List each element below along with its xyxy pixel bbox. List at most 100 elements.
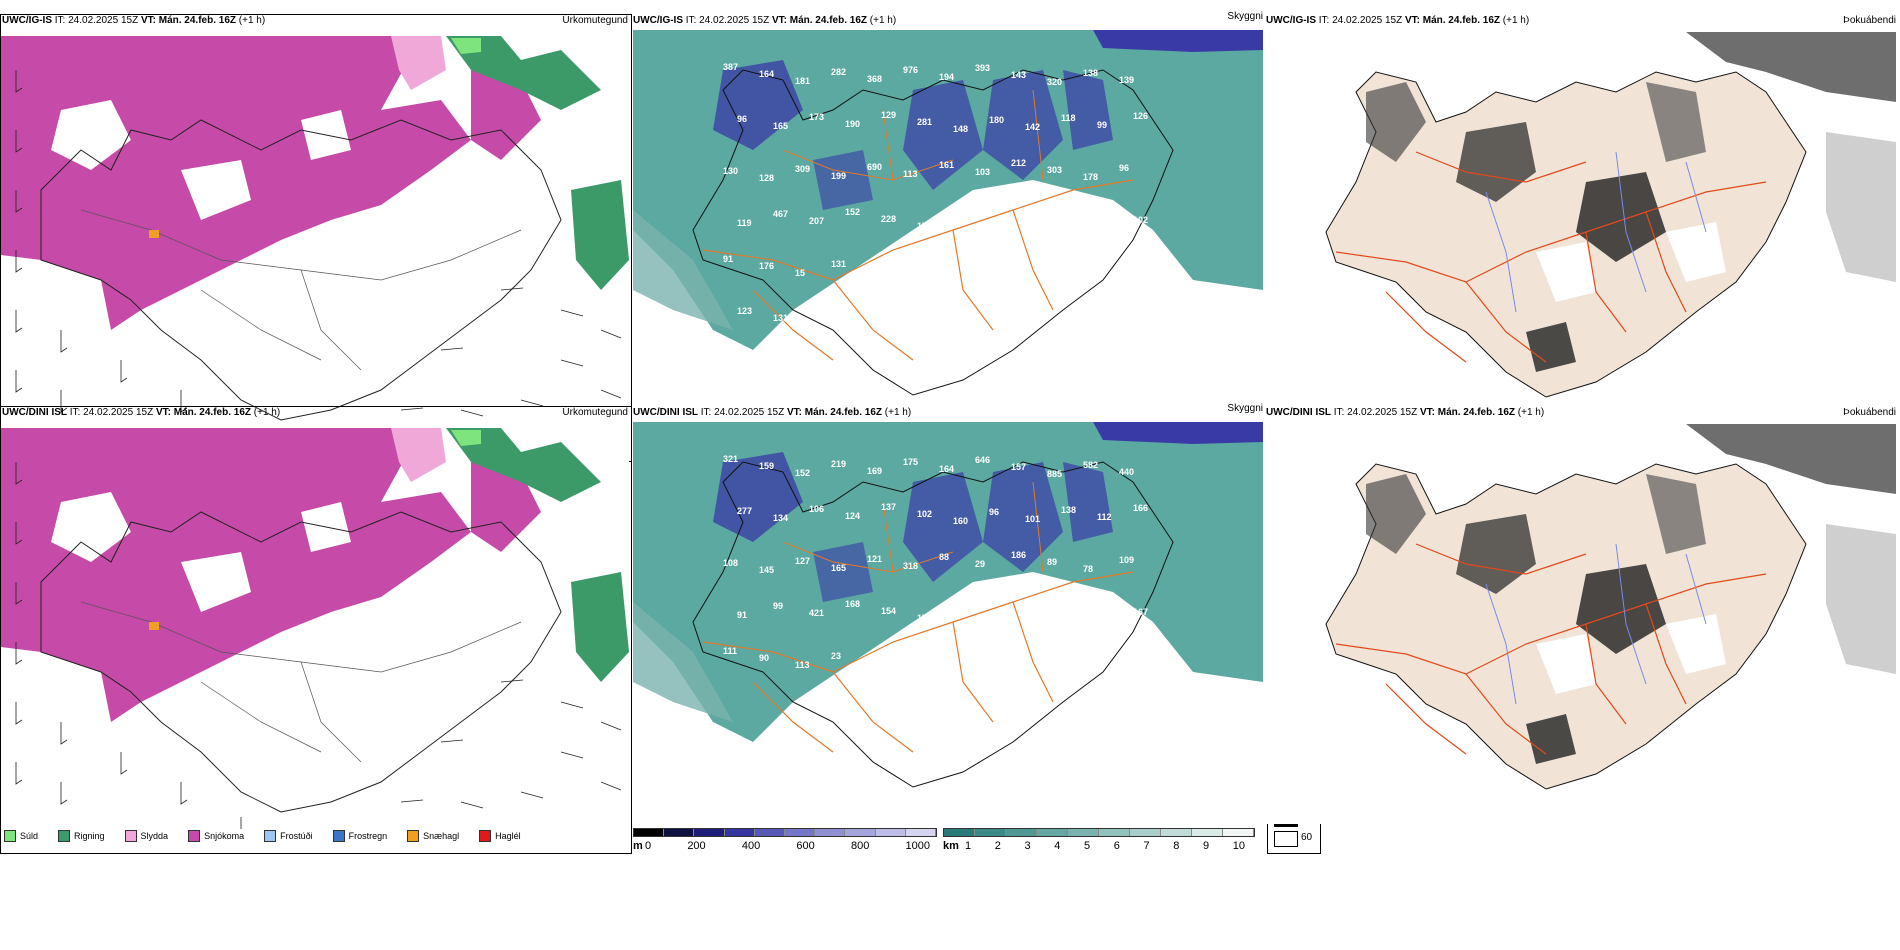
cloud-base-label: 165: [831, 563, 846, 573]
fog-dark-area: [1526, 322, 1576, 372]
forecast-row: UWC/IG-IS IT: 24.02.2025 15Z VT: Mán. 24…: [0, 0, 1900, 462]
visibility-bar-segment: [1130, 829, 1161, 836]
iceland-coastline: [692, 461, 1174, 788]
fog-header: UWC/IG-IS IT: 24.02.2025 15Z VT: Mán. 24…: [1266, 14, 1896, 28]
cloud-base-bar-segment: [905, 829, 937, 836]
iceland-coastline: [692, 69, 1174, 396]
cloud-base-label: 166: [1133, 503, 1148, 513]
vt-value: Mán. 24.feb. 16Z: [158, 15, 236, 26]
cloud-base-label: 180: [989, 115, 1004, 125]
cloud-base-label: 131: [831, 259, 846, 269]
cloud-base-label: 467: [773, 209, 788, 219]
cloud-base-label: 281: [917, 117, 932, 127]
cloud-base-label: 78: [1083, 564, 1093, 574]
cloud-base-label: 107: [903, 257, 918, 267]
visibility-bar-segment: [975, 829, 1006, 836]
cloud-header: UWC/IG-IS IT: 24.02.2025 15Z VT: Mán. 24…: [633, 11, 1263, 28]
cloud-base-label: 134: [773, 513, 788, 523]
cloud-base-label: 29: [975, 559, 985, 569]
rain-area: [571, 180, 629, 290]
precip-map: [1, 422, 629, 832]
drizzle-area: [451, 38, 481, 54]
it-label: IT:: [54, 15, 66, 26]
cloud-base-label: 165: [773, 121, 788, 131]
sleet-area: [391, 36, 446, 90]
cloud-base-label: 103: [975, 167, 990, 177]
cloud-base-label: 178: [1083, 172, 1098, 182]
cloud-base-label: 88: [939, 552, 949, 562]
panel-title: Úrkomutegund: [562, 407, 628, 418]
fog-index-panel: UWC/IG-IS IT: 24.02.2025 15Z VT: Mán. 24…: [1264, 0, 1900, 452]
cloud-base-label: 96: [989, 507, 999, 517]
precip-type-panel: UWC/DINI ISL IT: 24.02.2025 15Z VT: Mán.…: [0, 392, 632, 854]
lead-time: (+1 h): [238, 15, 266, 26]
visibility-unit: km: [943, 840, 959, 852]
precip-legend-item: Slydda: [124, 830, 169, 842]
cloud-base-bar-segment: [634, 829, 665, 836]
cloud-base-tick: 400: [741, 840, 761, 852]
cloud-base-bar-segment: [694, 829, 725, 836]
vt-value: Mán. 24.feb. 16Z: [804, 407, 882, 418]
cloud-base-label: 66: [1119, 267, 1129, 277]
it-value: 24.02.2025 15Z: [1332, 15, 1403, 26]
cloud-base-label: 159: [759, 461, 774, 471]
cloud-base-label: 228: [881, 214, 896, 224]
cloud-base-label: 393: [975, 63, 990, 73]
precip-legend-item: Haglél: [479, 830, 521, 842]
cloud-base-label: 139: [1119, 75, 1134, 85]
cloud-base-label: 123: [737, 306, 752, 316]
vt-label: VT:: [1419, 407, 1435, 418]
cloud-base-label: 152: [845, 207, 860, 217]
fog-dark-area: [1576, 172, 1666, 262]
cloud-base-label: 157: [1011, 462, 1026, 472]
low-cloud-area: [983, 70, 1063, 180]
cloud-base-tick: 0: [645, 840, 652, 852]
visibility-bar-segment: [1006, 829, 1037, 836]
cloud-base-bar-segment: [754, 829, 786, 836]
cloud-base-label: 22: [1097, 600, 1107, 610]
visibility-tick: 5: [1084, 840, 1091, 852]
cloud-base-label: 130: [723, 166, 738, 176]
low-cloud-area: [713, 60, 803, 150]
cloud-base-label: 113: [903, 169, 918, 179]
cloud-base-label: 212: [1011, 158, 1026, 168]
cloud-base-label: 207: [809, 216, 824, 226]
cloud-base-bar-segment: [724, 829, 755, 836]
fog-field-sea: [1686, 424, 1896, 494]
precip-legend-item: Snjókoma: [188, 830, 244, 842]
panel-title: Skyggni: [1227, 11, 1263, 22]
visibility-tick: 6: [1113, 840, 1120, 852]
fog-map: [1266, 32, 1896, 432]
cloud-base-label: 109: [1119, 555, 1134, 565]
cloud-base-label: 127: [953, 212, 968, 222]
precip-legend-label: Rigning: [74, 831, 105, 841]
it-value: 24.02.2025 15Z: [714, 407, 785, 418]
low-cloud-area: [713, 452, 803, 542]
visibility-tick: 2: [994, 840, 1001, 852]
visibility-field-light: [633, 210, 733, 330]
cloud-base-label: 277: [737, 506, 752, 516]
cloud-base-tick: 800: [850, 840, 870, 852]
cloud-base-bar-segment: [785, 829, 816, 836]
precip-legend-label: Slydda: [140, 831, 169, 841]
cloud-base-label: 152: [795, 468, 810, 478]
cloud-base-unit: m: [633, 840, 643, 852]
low-cloud-area: [983, 462, 1063, 572]
iceland-coastline: [40, 119, 562, 421]
fog-white-area: [1666, 614, 1726, 674]
rain-area: [446, 428, 601, 502]
lead-time: (+1 h): [253, 407, 281, 418]
cloud-base-label: 138: [1083, 68, 1098, 78]
it-value: 24.02.2025 15Z: [1347, 407, 1418, 418]
fog-index-light-value: 60: [1301, 832, 1313, 843]
it-value: 24.02.2025 15Z: [699, 15, 770, 26]
road-network: [702, 179, 1134, 361]
precip-header: UWC/IG-IS IT: 24.02.2025 15Z VT: Mán. 24…: [2, 14, 628, 28]
cloud-base-tick: 200: [687, 840, 706, 852]
cloud-base-label: 161: [939, 160, 954, 170]
fog-index-light-swatch: [1274, 831, 1298, 847]
precip-legend-item: Súld: [4, 830, 38, 842]
cloud-base-label: 124: [845, 511, 860, 521]
fog-white-area: [1536, 242, 1596, 302]
low-cloud-area: [1063, 462, 1113, 542]
